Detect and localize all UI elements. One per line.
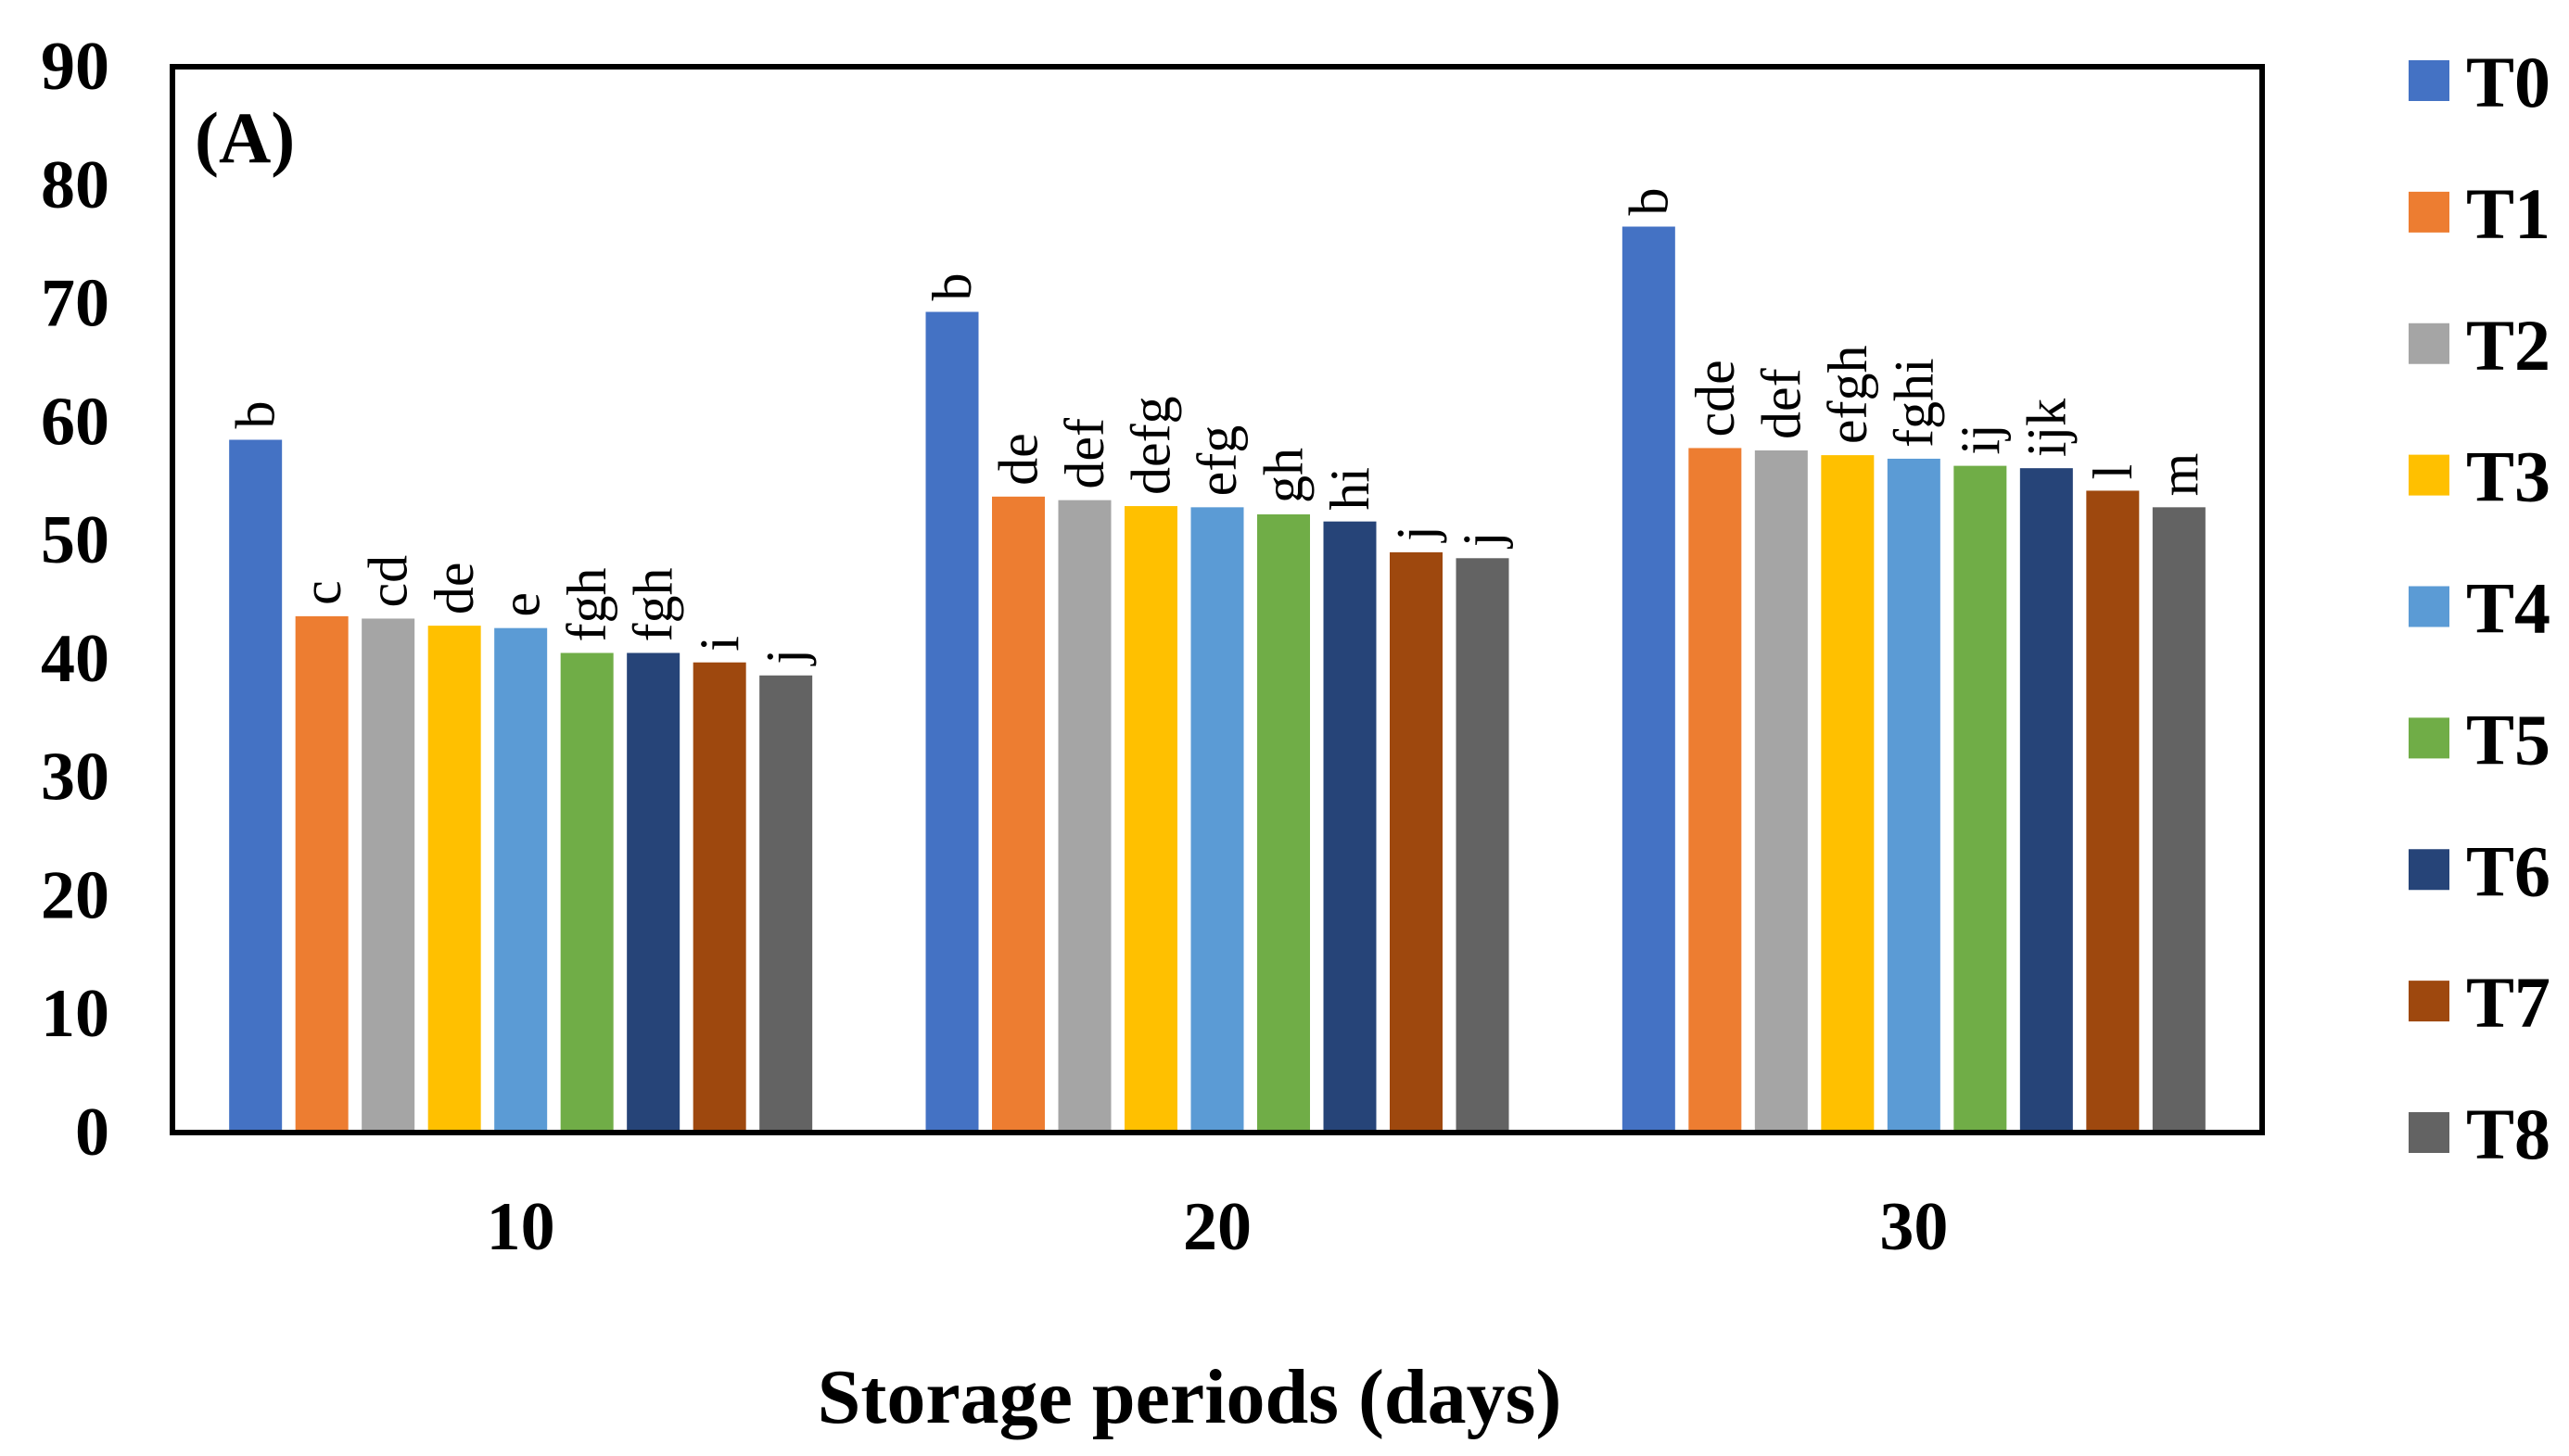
- legend-swatch-t8: [2409, 1112, 2449, 1153]
- y-tick-label: 20: [41, 857, 109, 933]
- legend-label-t1: T1: [2466, 173, 2550, 254]
- y-tick-label: 10: [41, 976, 109, 1052]
- legend-swatch-t7: [2409, 981, 2449, 1022]
- y-tick-label: 90: [41, 29, 109, 105]
- x-axis-title: Storage periods (days): [818, 1354, 1562, 1440]
- legend-label-t0: T0: [2466, 42, 2550, 122]
- significance-letter: defg: [1121, 396, 1182, 495]
- significance-letter: gh: [1253, 448, 1315, 503]
- significance-letter: def: [1054, 418, 1115, 489]
- bar-t8-30: [2152, 507, 2206, 1133]
- bar-t1-30: [1688, 448, 1742, 1133]
- significance-letter: de: [424, 562, 485, 614]
- significance-letter: j: [1452, 532, 1513, 550]
- significance-letter: hi: [1319, 467, 1380, 511]
- panel-label: (A): [195, 97, 295, 178]
- x-tick-label: 20: [1183, 1189, 1252, 1265]
- bar-t4-30: [1887, 458, 1940, 1133]
- significance-letter: c: [291, 580, 352, 605]
- legend-label-t6: T6: [2466, 830, 2550, 911]
- legend-swatch-t5: [2409, 717, 2449, 759]
- legend-label-t4: T4: [2466, 568, 2550, 649]
- legend-label-t8: T8: [2466, 1094, 2550, 1174]
- legend: T0 T1 T2 T3 T4 T5 T6 T7 T8: [2409, 42, 2550, 1174]
- significance-letter: e: [490, 592, 552, 617]
- bar-t1-10: [295, 615, 349, 1133]
- legend-label-t3: T3: [2466, 437, 2550, 517]
- bar-t8-20: [1456, 558, 1509, 1133]
- significance-letter: fgh: [556, 568, 617, 642]
- x-axis: 10 20 30: [487, 1189, 1949, 1265]
- x-tick-label: 10: [487, 1189, 555, 1265]
- significance-letter: efgh: [1817, 345, 1878, 444]
- legend-label-t5: T5: [2466, 699, 2550, 779]
- y-tick-label: 50: [41, 502, 109, 578]
- bar-t4-10: [494, 627, 548, 1133]
- significance-letter: l: [2082, 464, 2143, 480]
- plot-frame: [170, 64, 2265, 1135]
- significance-letter: b: [1618, 188, 1679, 216]
- bar-t7-20: [1390, 551, 1443, 1133]
- legend-label-t2: T2: [2466, 305, 2550, 386]
- bar-t3-20: [1125, 506, 1177, 1133]
- y-tick-label: 80: [41, 147, 109, 223]
- significance-letter: i: [689, 636, 750, 652]
- bars: [229, 226, 2206, 1133]
- significance-letter: b: [225, 401, 286, 429]
- bar-t8-10: [759, 675, 813, 1133]
- y-axis: 0 10 20 30 40 50 60 70 80 90: [41, 29, 109, 1171]
- bar-t6-20: [1323, 521, 1377, 1133]
- bar-t2-30: [1754, 450, 1808, 1133]
- y-tick-label: 30: [41, 740, 109, 816]
- bar-t0-20: [925, 311, 979, 1133]
- bar-t7-30: [2086, 490, 2140, 1133]
- significance-letter: m: [2148, 453, 2209, 497]
- significance-letter: j: [756, 649, 817, 666]
- y-tick-label: 60: [41, 384, 109, 460]
- significance-letter: j: [1386, 525, 1447, 543]
- significance-letter: cd: [358, 555, 419, 608]
- significance-letter: cde: [1685, 360, 1746, 437]
- bar-t2-10: [362, 618, 415, 1133]
- legend-swatch-t2: [2409, 323, 2449, 364]
- bar-t5-10: [560, 652, 614, 1133]
- significance-letter: efg: [1187, 425, 1248, 497]
- bar-t6-30: [2019, 468, 2073, 1133]
- significance-letter: fghi: [1883, 358, 1944, 448]
- x-tick-label: 30: [1879, 1189, 1948, 1265]
- bar-t2-20: [1058, 500, 1112, 1133]
- bar-t5-20: [1257, 514, 1310, 1133]
- legend-swatch-t4: [2409, 586, 2449, 627]
- legend-swatch-t1: [2409, 191, 2449, 233]
- bar-t6-10: [627, 652, 680, 1133]
- y-tick-label: 0: [75, 1095, 109, 1171]
- bar-t3-30: [1821, 455, 1875, 1133]
- significance-letter: def: [1750, 368, 1812, 439]
- significance-letter: fgh: [623, 568, 684, 642]
- bar-t3-10: [427, 626, 481, 1133]
- bar-t0-30: [1622, 226, 1675, 1133]
- legend-swatch-t6: [2409, 849, 2449, 891]
- y-tick-label: 40: [41, 621, 109, 697]
- significance-letter: ijk: [2016, 399, 2077, 457]
- bar-t0-10: [229, 439, 283, 1133]
- significance-letter: ij: [1950, 424, 2011, 454]
- bar-t7-10: [693, 662, 746, 1133]
- legend-label-t7: T7: [2466, 962, 2550, 1043]
- legend-swatch-t0: [2409, 60, 2449, 101]
- bar-t5-30: [1953, 465, 2007, 1133]
- y-tick-label: 70: [41, 266, 109, 342]
- bar-t4-20: [1190, 507, 1244, 1133]
- significance-letter: b: [922, 273, 983, 301]
- bar-t1-20: [992, 496, 1045, 1133]
- legend-swatch-t3: [2409, 454, 2449, 496]
- significance-letter: de: [988, 433, 1049, 486]
